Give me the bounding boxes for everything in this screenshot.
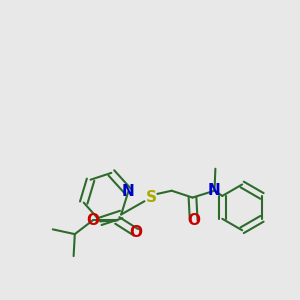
Text: O: O <box>187 213 200 228</box>
Text: S: S <box>146 190 156 205</box>
Text: O: O <box>130 225 142 240</box>
Text: O: O <box>86 213 99 228</box>
Text: N: N <box>122 184 135 199</box>
Text: N: N <box>208 183 221 198</box>
